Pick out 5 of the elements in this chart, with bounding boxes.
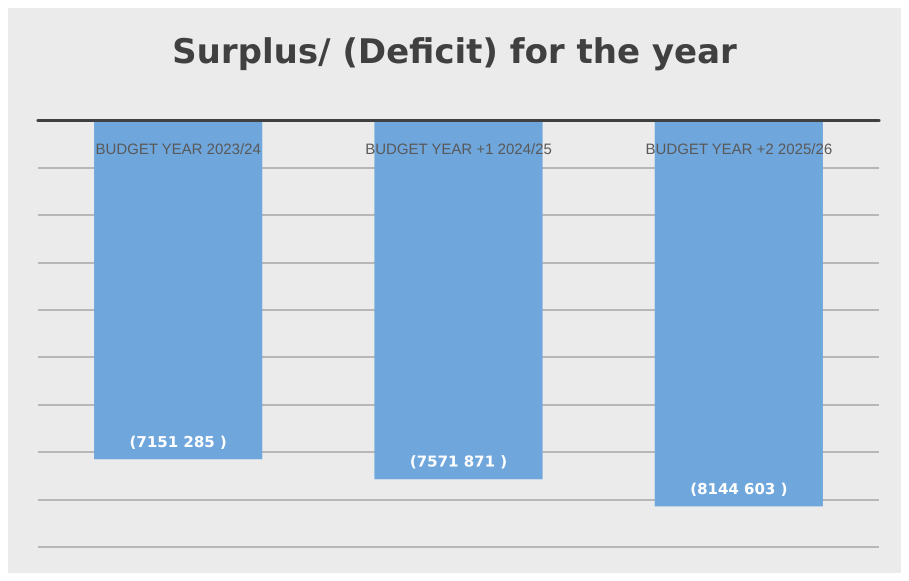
x-tick-label: BUDGET YEAR 2023/24 — [95, 141, 261, 158]
data-label: (8144 603 ) — [690, 480, 788, 498]
chart-title: Surplus/ (Deficit) for the year — [172, 32, 738, 72]
data-label: (7151 285 ) — [130, 432, 227, 451]
data-label: (7571 871 ) — [410, 452, 508, 471]
